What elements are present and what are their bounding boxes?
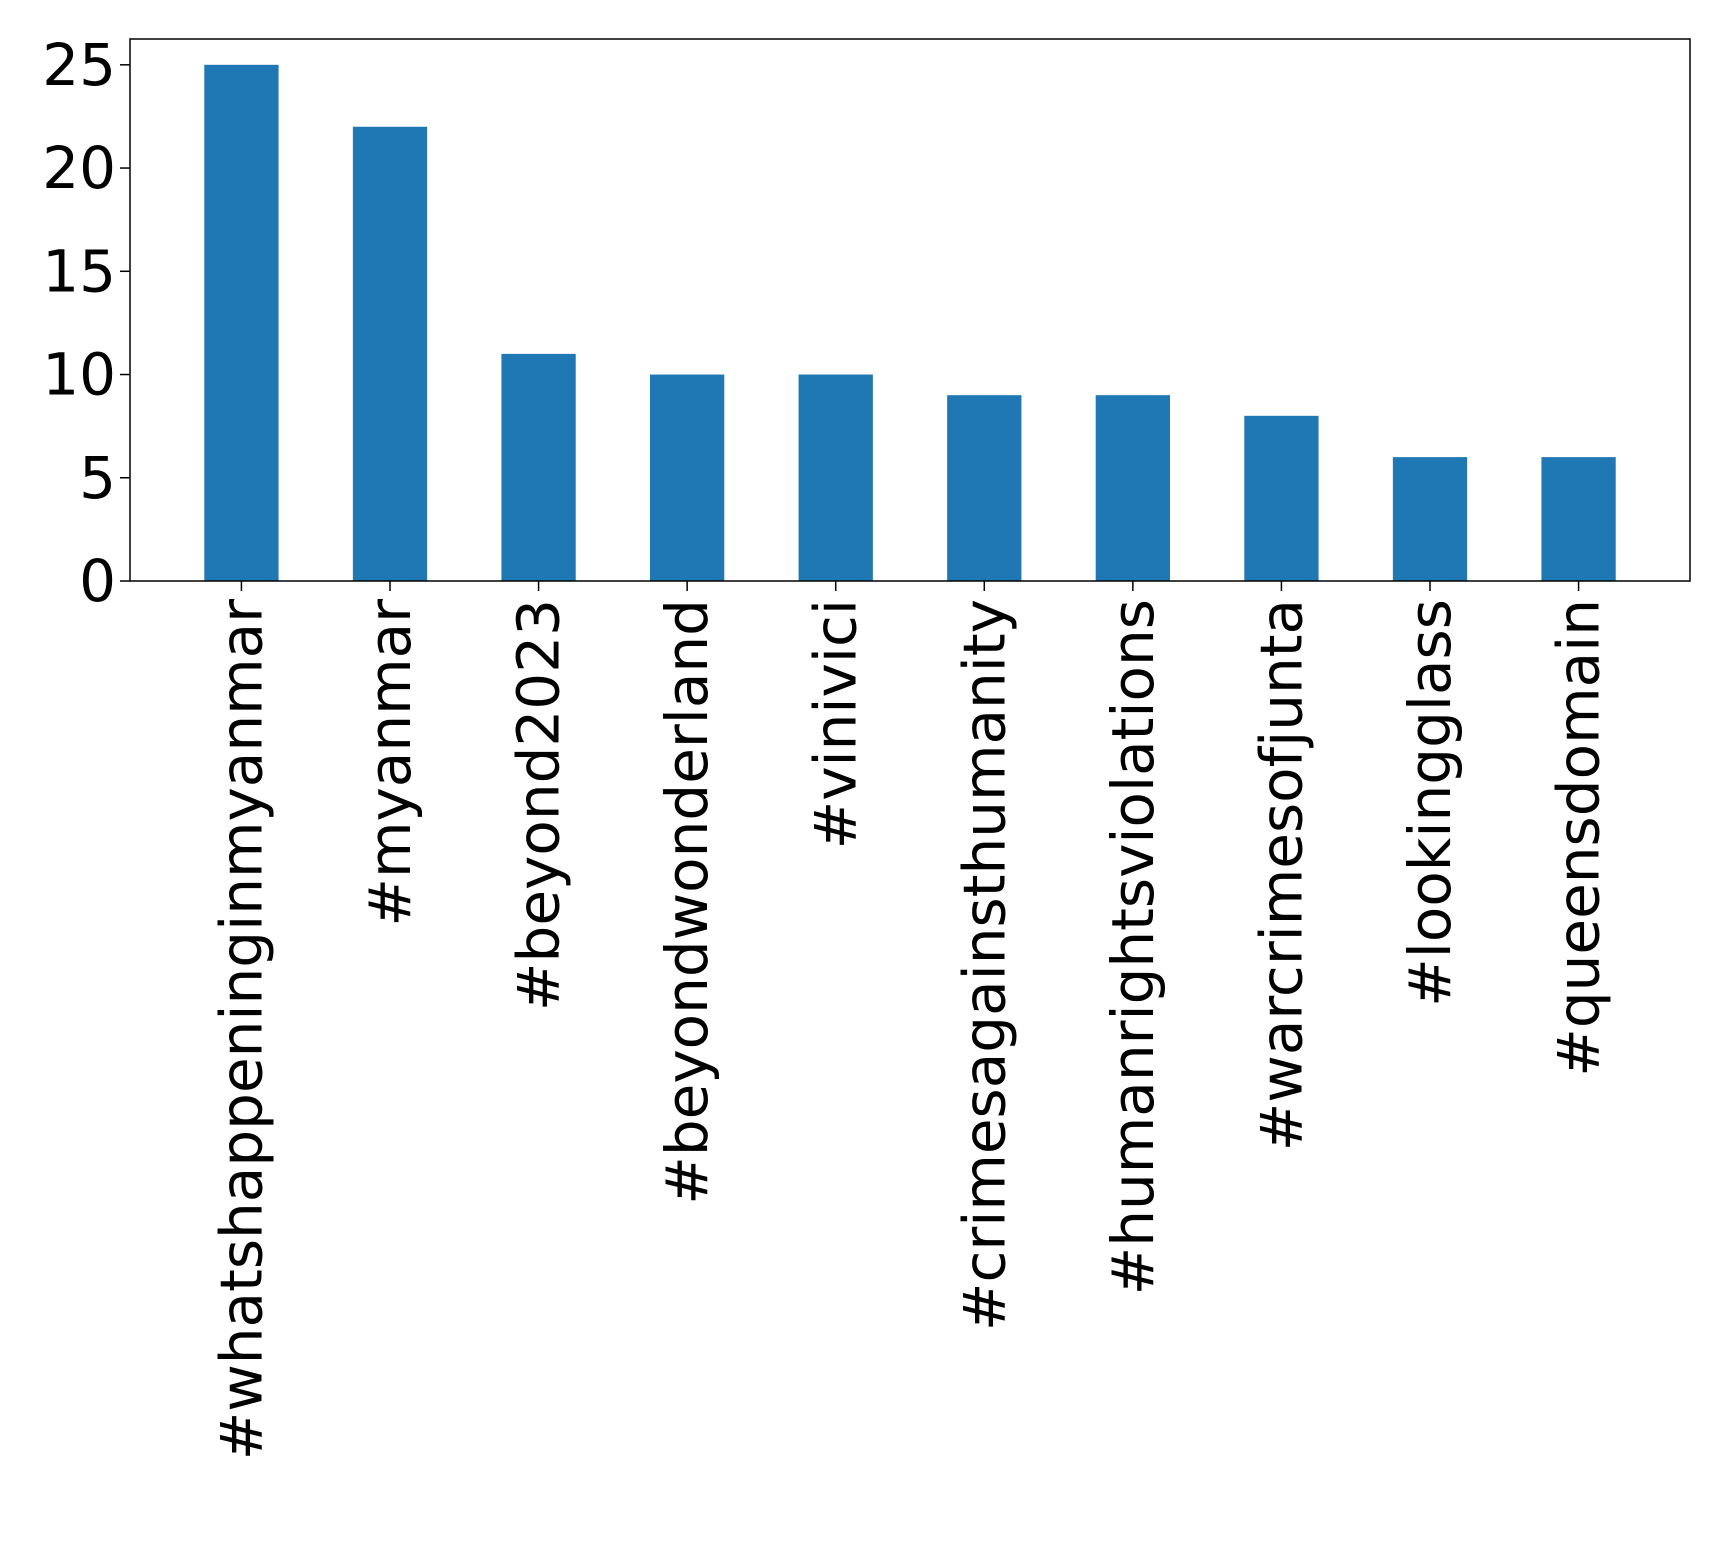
x-tick-label: #whatshappeninginmyanmar [207,599,275,1460]
x-tick-label: #humanrightsviolations [1099,599,1167,1295]
bar-warcrimesofjunta [1244,415,1319,581]
x-tick-label: #beyond2023 [505,599,573,1011]
bar-lookingglass [1392,457,1468,581]
bar-vinivici [798,374,873,581]
y-axis: 0 5 10 15 20 25 [42,31,130,615]
y-tick-label: 20 [42,134,116,202]
x-tick-label: #myanmar [356,599,424,927]
bar-myanmar [352,126,428,581]
x-tick-label: #vinivici [802,599,870,849]
x-tick-label: #queensdomain [1545,599,1613,1077]
bar-queensdomain [1541,457,1616,581]
bar-whatshappeninginmyanmar [204,64,279,582]
x-axis: #whatshappeninginmyanmar #myanmar #beyond2… [207,581,1613,1460]
x-tick-label: #crimesagainsthumanity [950,599,1018,1331]
bar-crimesagainsthumanity [947,395,1022,581]
x-tick-label: #warcrimesofjunta [1247,599,1315,1151]
bar-beyond2023 [501,353,576,581]
bar-humanrightsviolations [1095,395,1170,581]
y-tick-label: 10 [42,341,116,409]
x-tick-label: #lookingglass [1396,599,1464,1007]
y-tick-label: 25 [42,31,116,99]
y-tick-label: 5 [79,444,116,512]
bar-beyondwonderland [650,374,725,581]
y-tick-label: 15 [42,237,116,305]
plot-frame [129,38,1691,582]
y-tick-label: 0 [79,547,116,615]
x-tick-label: #beyondwonderland [653,599,721,1205]
bars-group [204,64,1616,582]
